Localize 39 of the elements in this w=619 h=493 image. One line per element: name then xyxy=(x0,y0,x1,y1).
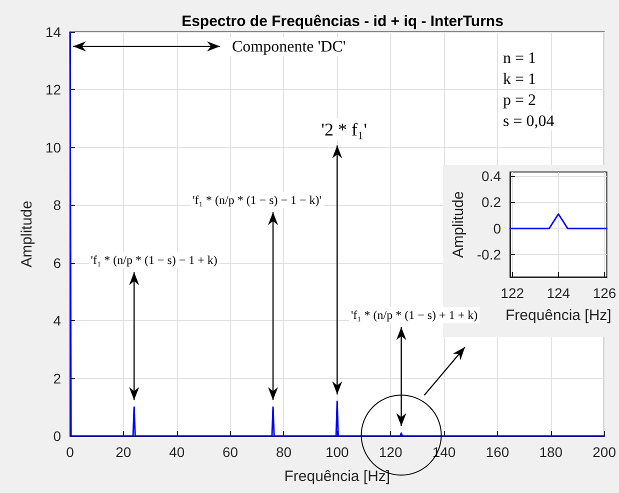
annotation: s = 0,04 xyxy=(503,112,554,130)
y-tick-label: 14 xyxy=(45,24,62,40)
x-axis-title: Frequência [Hz] xyxy=(284,468,390,485)
x-tick-label: 100 xyxy=(325,444,350,460)
x-tick-label: 126 xyxy=(592,285,616,301)
chart-title: Espectro de Frequências - id + iq - InterTurns xyxy=(182,13,504,30)
annotation: 'f₁ * (n/p * (1 − s) − 1 − k)' xyxy=(192,193,322,208)
x-tick-label: 40 xyxy=(169,444,185,460)
x-tick-label: 120 xyxy=(378,444,402,460)
y-tick-label: 0.4 xyxy=(482,168,502,184)
annotation: n = 1 xyxy=(503,50,536,66)
x-tick-label: 160 xyxy=(486,444,510,460)
annotation: Componente 'DC' xyxy=(232,38,346,55)
y-tick-label: -0.2 xyxy=(476,246,502,263)
y-tick-label: 12 xyxy=(45,82,62,98)
x-tick-label: 200 xyxy=(592,444,616,460)
annotation: '2 * f₁' xyxy=(321,119,368,140)
y-tick-label: 2 xyxy=(53,370,62,386)
x-tick-label: 60 xyxy=(222,444,238,460)
annotation: p = 2 xyxy=(503,92,536,108)
x-tick-label: 124 xyxy=(546,285,570,301)
x-tick-label: 122 xyxy=(500,285,524,301)
y-tick-label: 8 xyxy=(53,197,62,214)
y-tick-label: 0 xyxy=(493,220,502,236)
x-axis-title: Frequência [Hz] xyxy=(505,307,612,324)
y-tick-label: 0 xyxy=(53,428,62,444)
x-tick-label: 0 xyxy=(66,444,74,460)
annotation: 'f₁ * (n/p * (1 − s) + 1 + k) xyxy=(350,308,478,322)
y-tick-label: 6 xyxy=(53,254,62,271)
y-tick-label: 4 xyxy=(53,312,62,329)
x-tick-label: 20 xyxy=(116,444,132,460)
annotation: k = 1 xyxy=(503,70,536,88)
y-axis-title: Amplitude xyxy=(18,200,36,268)
y-tick-label: 10 xyxy=(45,139,62,156)
y-axis-title: Amplitude xyxy=(450,191,467,258)
x-tick-label: 180 xyxy=(539,444,563,460)
x-tick-label: 80 xyxy=(276,444,292,460)
y-tick-label: 0.2 xyxy=(482,194,502,210)
annotation: 'f₁ * (n/p * (1 − s) − 1 + k) xyxy=(90,253,218,268)
